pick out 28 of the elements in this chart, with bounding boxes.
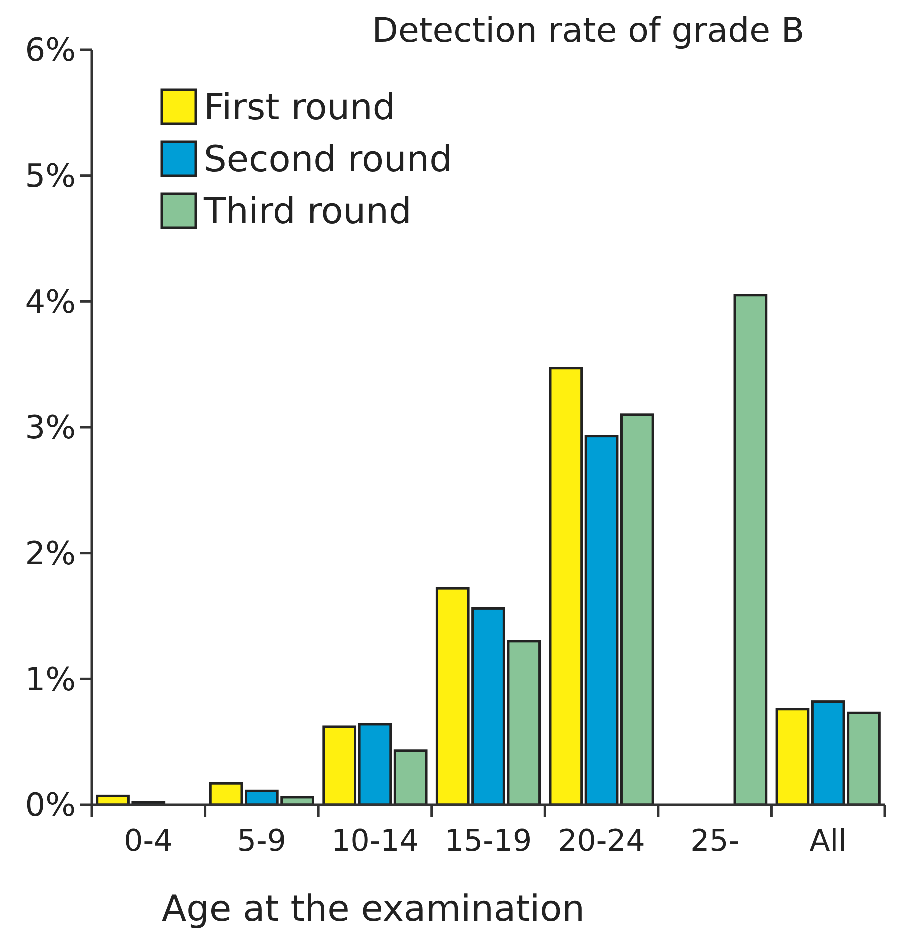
- x-tick-label: 10-14: [332, 824, 419, 859]
- x-axis-title: Age at the examination: [162, 889, 585, 929]
- bar: [209, 782, 244, 806]
- y-tick-label: 1%: [25, 660, 76, 698]
- x-tick-label: 25-: [690, 824, 740, 859]
- y-tick-label: 3%: [25, 408, 76, 447]
- y-tick-label: 0%: [25, 786, 76, 824]
- chart-title: Detection rate of grade B: [372, 11, 805, 51]
- y-tick-label: 4%: [25, 282, 76, 321]
- bar: [549, 367, 584, 806]
- bar: [584, 435, 619, 806]
- bar: [322, 726, 357, 806]
- x-tick-label: 15-19: [444, 824, 532, 859]
- bar: [776, 708, 810, 806]
- bar: [394, 750, 428, 806]
- legend-label: Second round: [204, 140, 452, 181]
- bar: [358, 723, 392, 806]
- x-tick-label: 5-9: [237, 824, 286, 859]
- bar: [620, 414, 654, 806]
- y-tick-label: 5%: [25, 157, 76, 196]
- legend-label: Third round: [203, 192, 412, 233]
- x-tick-label: All: [810, 824, 847, 859]
- y-tick-label: 6%: [25, 31, 76, 70]
- x-tick-label: 0-4: [124, 824, 174, 859]
- legend-label: First round: [204, 88, 396, 129]
- bar: [734, 294, 768, 806]
- x-tick-label: 20-24: [558, 824, 646, 859]
- y-tick-label: 2%: [25, 534, 76, 573]
